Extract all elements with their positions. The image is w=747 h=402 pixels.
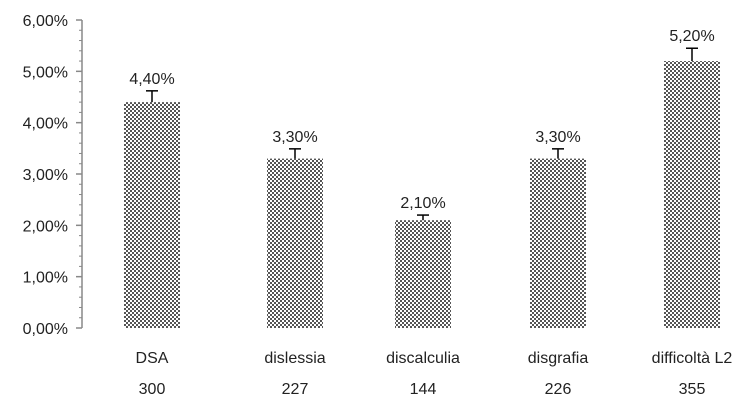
y-axis: [76, 19, 83, 329]
data-label: 3,30%: [535, 129, 580, 146]
category-label: dislessia: [264, 350, 325, 367]
bar: [530, 158, 586, 328]
data-labels: 4,40% 3,30% 2,10% 3,30% 5,20%: [129, 28, 714, 212]
count-label: 227: [282, 381, 309, 398]
y-tick-label: 2,00%: [23, 218, 68, 235]
bar: [395, 220, 451, 328]
count-label: 226: [545, 381, 572, 398]
count-labels: 300 227 144 226 355: [139, 381, 706, 398]
category-label: disgrafia: [528, 350, 589, 367]
error-bars: [146, 47, 698, 221]
bar: [267, 158, 323, 328]
count-label: 355: [679, 381, 706, 398]
y-tick-label: 0,00%: [23, 321, 68, 338]
bars: [124, 61, 720, 329]
bar: [124, 102, 180, 328]
category-label: DSA: [136, 350, 169, 367]
count-label: 300: [139, 381, 166, 398]
y-tick-label: 5,00%: [23, 64, 68, 81]
category-labels: DSA dislessia discalculia disgrafia difficol…: [136, 350, 733, 367]
y-tick-label: 6,00%: [23, 13, 68, 30]
category-label: difficoltà L2: [652, 350, 733, 367]
category-label: discalculia: [386, 350, 460, 367]
y-tick-labels: 0,00% 1,00% 2,00% 3,00% 4,00% 5,00% 6,00%: [23, 13, 68, 338]
count-label: 144: [410, 381, 437, 398]
data-label: 3,30%: [272, 129, 317, 146]
y-tick-label: 4,00%: [23, 116, 68, 133]
data-label: 5,20%: [669, 28, 714, 45]
y-tick-label: 3,00%: [23, 167, 68, 184]
bar: [664, 61, 720, 329]
y-tick-label: 1,00%: [23, 270, 68, 287]
data-label: 4,40%: [129, 71, 174, 88]
data-label: 2,10%: [400, 195, 445, 212]
